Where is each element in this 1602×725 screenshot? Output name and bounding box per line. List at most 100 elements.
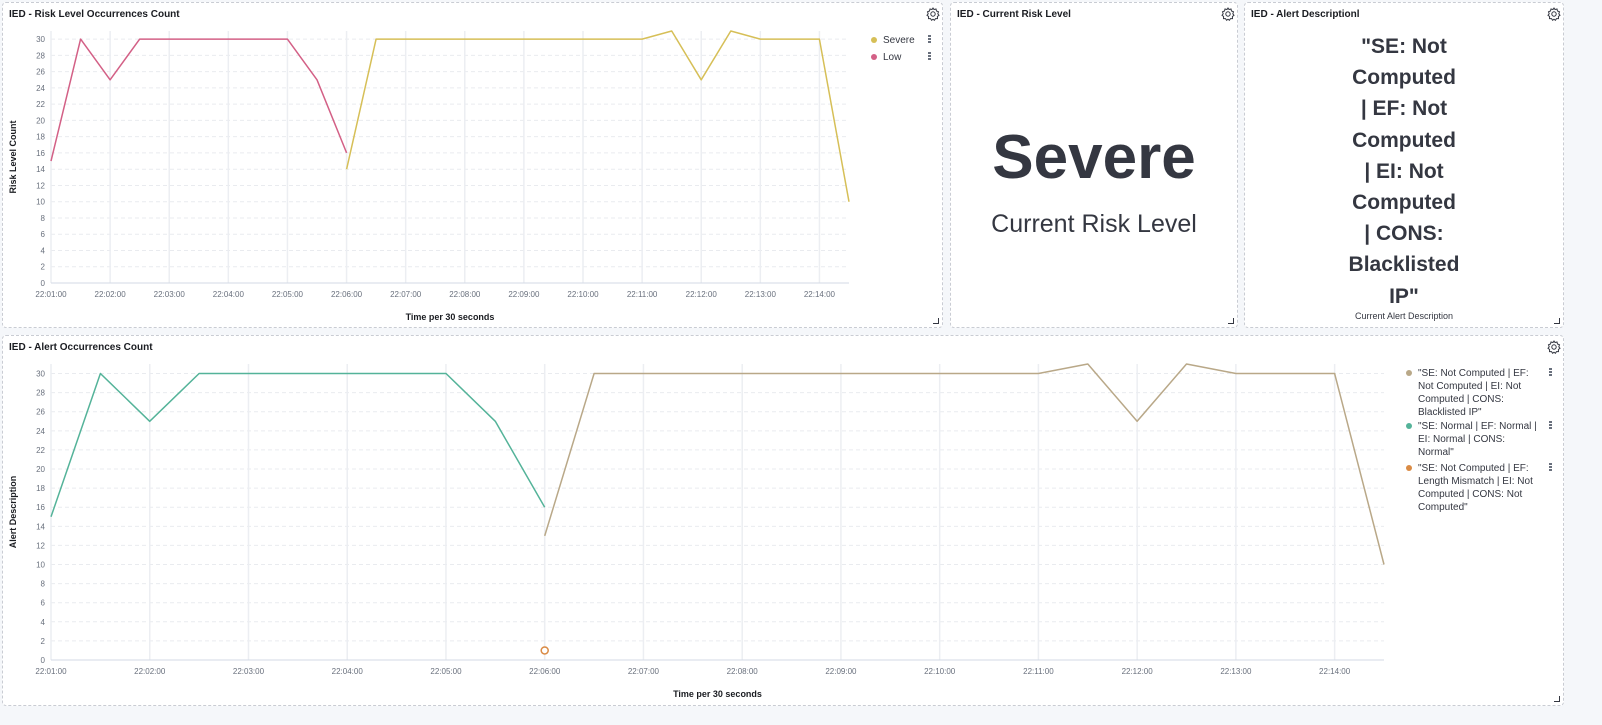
legend-label-line: EI: Normal | CONS: (1418, 434, 1506, 445)
legend-label-line: "SE: Not Computed | EF: (1418, 463, 1529, 474)
x-tick-label: 22:03:00 (233, 667, 265, 676)
y-axis-title: Alert Description (8, 476, 18, 549)
metric-value: Severe (992, 123, 1196, 192)
x-tick-label: 22:07:00 (390, 290, 422, 299)
y-tick-label: 28 (36, 51, 45, 60)
x-tick-label: 22:14:00 (804, 290, 836, 299)
legend-item[interactable]: "SE: Not Computed | EF: Length Mismatch |… (1406, 462, 1533, 514)
panel-title: IED - Alert Occurrences Count (9, 342, 153, 353)
x-tick-label: 22:04:00 (213, 290, 245, 299)
gear-icon[interactable] (1546, 6, 1562, 22)
resize-handle-icon[interactable] (1554, 696, 1560, 702)
alert-description-line: Blacklisted (1348, 253, 1460, 277)
x-tick-label: 22:08:00 (449, 290, 481, 299)
legend-label-line: Length Mismatch | EI: Not (1418, 476, 1533, 487)
y-tick-label: 24 (36, 84, 45, 93)
x-tick-label: 22:09:00 (825, 667, 857, 676)
legend-label-line: Computed" (1418, 502, 1468, 513)
legend-label-line: Blacklisted IP" (1418, 407, 1482, 418)
resize-handle-icon[interactable] (933, 318, 939, 324)
x-axis-title: Time per 30 seconds (673, 689, 762, 699)
series-line[interactable] (345, 30, 850, 202)
legend-label: Severe (883, 34, 915, 47)
series-line[interactable] (50, 38, 348, 162)
x-tick-label: 22:10:00 (924, 667, 956, 676)
legend-item[interactable]: "SE: Normal | EF: Normal | EI: Normal | C… (1406, 420, 1537, 459)
alert-description-line: | EI: Not (1364, 159, 1444, 183)
vertical-dots-icon[interactable] (928, 35, 932, 44)
y-tick-label: 6 (41, 599, 46, 608)
y-tick-label: 26 (36, 408, 45, 417)
legend-dot-icon (1406, 423, 1412, 429)
y-tick-label: 16 (36, 503, 45, 512)
y-tick-label: 10 (36, 198, 45, 207)
y-tick-label: 20 (36, 116, 45, 125)
legend-label-line: Severe (883, 35, 915, 46)
legend-label-line: Low (883, 52, 902, 63)
alert-description-line: IP" (1389, 284, 1419, 308)
legend-label-line: Not Computed | EI: Not (1418, 381, 1522, 392)
y-tick-label: 12 (36, 541, 45, 550)
y-tick-label: 28 (36, 389, 45, 398)
y-tick-label: 24 (36, 427, 45, 436)
y-axis-title: Risk Level Count (8, 120, 18, 193)
x-tick-label: 22:11:00 (1023, 667, 1054, 676)
x-tick-label: 22:14:00 (1319, 667, 1351, 676)
y-tick-label: 22 (36, 446, 45, 455)
series-line[interactable] (50, 372, 546, 518)
y-tick-label: 4 (41, 618, 46, 627)
y-tick-label: 2 (41, 263, 46, 272)
x-tick-label: 22:07:00 (628, 667, 660, 676)
vertical-dots-icon[interactable] (928, 52, 932, 61)
x-tick-label: 22:04:00 (332, 667, 364, 676)
gear-icon[interactable] (1546, 339, 1562, 355)
alert-description-value: "SE: Not Computed | EF: Not Computed | EI: N… (1245, 31, 1563, 312)
vertical-dots-icon[interactable] (1549, 463, 1553, 472)
x-tick-label: 22:09:00 (508, 290, 540, 299)
gear-icon[interactable] (925, 6, 941, 22)
x-tick-label: 22:05:00 (430, 667, 462, 676)
y-tick-label: 14 (36, 165, 45, 174)
alert-description-line: Computed (1352, 66, 1456, 90)
y-tick-label: 0 (41, 279, 46, 288)
series-line[interactable] (543, 363, 1385, 565)
legend-dot-icon (871, 37, 877, 43)
legend-label-line: Normal" (1418, 447, 1454, 458)
legend-dot-icon (1406, 465, 1412, 471)
y-tick-label: 2 (41, 637, 46, 646)
x-tick-label: 22:11:00 (627, 290, 658, 299)
alert-description-panel: IED - Alert Descriptionl "SE: Not Compute… (1244, 2, 1564, 328)
resize-handle-icon[interactable] (1554, 318, 1560, 324)
y-tick-label: 30 (36, 35, 45, 44)
resize-handle-icon[interactable] (1228, 318, 1234, 324)
gear-icon[interactable] (1220, 6, 1236, 22)
current-risk-panel: IED - Current Risk Level Severe Current … (950, 2, 1238, 328)
y-tick-label: 16 (36, 149, 45, 158)
vertical-dots-icon[interactable] (1549, 421, 1553, 430)
series-point[interactable] (540, 646, 549, 655)
legend-label: "SE: Not Computed | EF: Length Mismatch |… (1418, 462, 1533, 514)
legend-item[interactable]: Severe (871, 34, 915, 47)
legend-dot-icon (1406, 370, 1412, 376)
panel-title: IED - Alert Descriptionl (1251, 9, 1360, 20)
panel-title: IED - Current Risk Level (957, 9, 1071, 20)
alert-description-line: Computed (1352, 128, 1456, 152)
alert-occurrences-panel: IED - Alert Occurrences Count 0 2 4 6 8 10 12 1… (2, 335, 1564, 706)
x-axis-title: Time per 30 seconds (406, 312, 495, 322)
x-tick-label: 22:05:00 (272, 290, 304, 299)
y-tick-label: 4 (41, 246, 46, 255)
x-tick-label: 22:06:00 (331, 290, 363, 299)
alert-description-line: Computed (1352, 191, 1456, 215)
legend-label: "SE: Normal | EF: Normal | EI: Normal | C… (1418, 420, 1537, 459)
vertical-dots-icon[interactable] (1549, 368, 1553, 377)
panel-title: IED - Risk Level Occurrences Count (9, 9, 180, 20)
y-tick-label: 20 (36, 465, 45, 474)
legend-item[interactable]: "SE: Not Computed | EF: Not Computed | EI… (1406, 367, 1529, 419)
alert-description-line: | EF: Not (1360, 97, 1448, 121)
x-tick-label: 22:01:00 (35, 290, 67, 299)
x-tick-label: 22:12:00 (686, 290, 718, 299)
legend-item[interactable]: Low (871, 51, 901, 64)
x-tick-label: 22:08:00 (727, 667, 759, 676)
